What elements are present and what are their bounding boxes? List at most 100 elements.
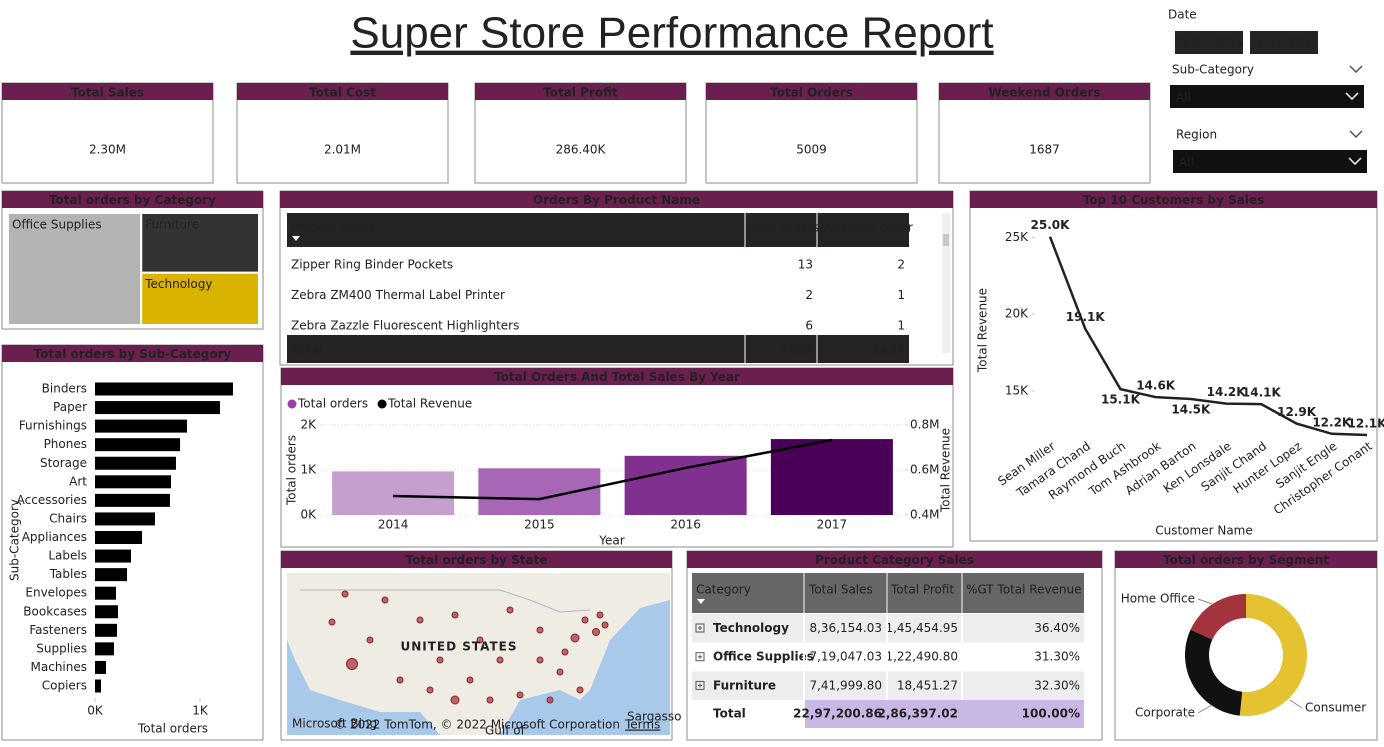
map-bubble [536, 626, 544, 634]
column-header: %GT Total Revenue [966, 583, 1082, 597]
map-border [300, 589, 591, 613]
map-bubble [596, 611, 604, 619]
panel-title: Total Orders And Total Sales By Year [494, 370, 740, 384]
y-tick-label: 1K [300, 463, 317, 477]
panel-header [281, 551, 672, 568]
kpi-label: Total Sales [71, 86, 144, 100]
date-value[interactable]: 03-01-2014 [1174, 36, 1244, 50]
y-tick-label: Labels [48, 549, 87, 563]
bar [95, 382, 233, 396]
total-cell: 5009 [780, 343, 813, 357]
y-axis-title: Total orders [285, 435, 299, 506]
panel-header [2, 83, 213, 100]
y-tick-label: Appliances [22, 530, 87, 544]
map-place: Sargasso [627, 710, 682, 724]
table-cell: Technology [713, 621, 789, 635]
map-bubble [556, 668, 564, 676]
data-label: 12.2K [1312, 415, 1352, 429]
slice-label: Consumer [1305, 701, 1366, 715]
dropdown-value[interactable]: All [1179, 156, 1194, 170]
total-cell: Total [713, 707, 746, 721]
y-tick-label: 25K [1005, 230, 1029, 244]
table-total-row [287, 335, 909, 363]
table-header [692, 573, 1084, 613]
dropdown-value[interactable]: All [1176, 91, 1191, 105]
panel-title: Total orders by Segment [1163, 553, 1329, 567]
table-cell: 1,45,454.95 [885, 621, 958, 635]
panel-header [281, 368, 953, 385]
y-tick-label: Bookcases [23, 604, 87, 618]
table-header [287, 213, 909, 247]
panel-header [706, 83, 917, 100]
donut-slice [1239, 594, 1307, 717]
data-label: 14.6K [1136, 379, 1176, 393]
treemap-label: Technology [144, 277, 212, 291]
treemap-tile [140, 271, 260, 326]
slice-label: Corporate [1135, 706, 1195, 720]
kpi-value: 2.01M [324, 143, 361, 157]
y-tick-label: Fasteners [29, 623, 87, 637]
bar [95, 679, 101, 693]
y-tick-label: 15K [1005, 383, 1029, 397]
map-bubble [546, 696, 554, 704]
date-input[interactable] [1175, 31, 1243, 54]
bar [624, 455, 747, 515]
expand-plus [698, 683, 702, 688]
x-tick-label: 2015 [524, 518, 555, 532]
y-tick-label: Machines [31, 660, 87, 674]
expand-plus [698, 654, 702, 659]
treemap-tile [7, 212, 143, 326]
map-brand: Microsoft Bing [292, 717, 377, 731]
y-tick-label: 2K [300, 418, 317, 432]
map-bubble [451, 611, 459, 619]
column-header: Category [696, 583, 751, 597]
total-cell: 100.00% [1022, 707, 1080, 721]
scroll-thumb [943, 234, 949, 246]
map-terms[interactable]: Terms [624, 718, 660, 732]
filter-label: Sub-Category [1172, 63, 1254, 77]
date-value[interactable]: 31-12-2017 [1249, 36, 1319, 50]
table-cell: Zipper Ring Binder Pockets [291, 258, 453, 272]
total-cell: 1687 [872, 343, 905, 357]
dropdown[interactable] [1170, 85, 1364, 108]
map-bubble [561, 648, 569, 656]
map-bubble [366, 636, 374, 644]
scrollbar [942, 213, 950, 353]
y-tick-label: Binders [42, 382, 87, 396]
map-land [287, 573, 670, 735]
date-input[interactable] [1250, 31, 1318, 54]
map-bubble [581, 616, 589, 624]
panel-header [939, 83, 1150, 100]
table-cell: 32.30% [1034, 678, 1080, 692]
slice-label: Home Office [1121, 592, 1195, 606]
kpi-label: Total Profit [543, 86, 618, 100]
x-axis-title: Year [598, 534, 624, 548]
map-bubble [536, 656, 544, 664]
table-cell: Furniture [713, 678, 776, 692]
leader-line [1197, 704, 1213, 714]
map-bubble [570, 633, 580, 643]
panel-title: Total orders by Category [49, 193, 216, 207]
data-label: 19.1K [1066, 310, 1106, 324]
donut-slice [1190, 594, 1246, 640]
panel-header [2, 191, 263, 208]
y-tick-label: Art [69, 474, 87, 488]
panel-title: Total orders by Sub-Category [34, 347, 232, 361]
total-cell: 2,86,397.02 [878, 707, 958, 721]
table-cell: 7,19,047.03 [809, 650, 882, 664]
map-bubble [476, 636, 484, 644]
bar [95, 493, 170, 507]
legend-marker [377, 399, 387, 409]
panel-header [237, 83, 448, 100]
x-axis-title: Total orders [137, 722, 208, 736]
table-cell: 7,41,999.80 [809, 678, 882, 692]
map-bubble [576, 686, 584, 694]
kpi-label: Weekend Orders [988, 86, 1100, 100]
bar [95, 586, 116, 600]
panel-header [970, 191, 1377, 208]
filter-label: Region [1176, 128, 1217, 142]
panel-header [475, 83, 686, 100]
kpi-label: Total Cost [309, 86, 376, 100]
map-bubble [381, 596, 389, 604]
dropdown[interactable] [1173, 150, 1367, 173]
